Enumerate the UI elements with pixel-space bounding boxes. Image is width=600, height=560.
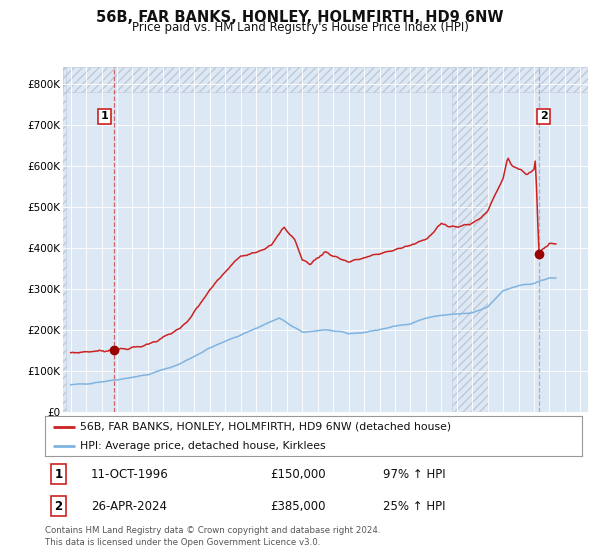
Text: £385,000: £385,000 bbox=[271, 500, 326, 513]
Text: 25% ↑ HPI: 25% ↑ HPI bbox=[383, 500, 446, 513]
Text: 26-APR-2024: 26-APR-2024 bbox=[91, 500, 167, 513]
Text: 2: 2 bbox=[539, 111, 547, 122]
Text: 56B, FAR BANKS, HONLEY, HOLMFIRTH, HD9 6NW (detached house): 56B, FAR BANKS, HONLEY, HOLMFIRTH, HD9 6… bbox=[80, 422, 451, 432]
Text: HPI: Average price, detached house, Kirklees: HPI: Average price, detached house, Kirk… bbox=[80, 441, 326, 451]
Text: Price paid vs. HM Land Registry's House Price Index (HPI): Price paid vs. HM Land Registry's House … bbox=[131, 21, 469, 34]
Text: This data is licensed under the Open Government Licence v3.0.: This data is licensed under the Open Gov… bbox=[45, 538, 320, 547]
Text: 2: 2 bbox=[55, 500, 62, 513]
Text: 11-OCT-1996: 11-OCT-1996 bbox=[91, 468, 169, 480]
Text: Contains HM Land Registry data © Crown copyright and database right 2024.: Contains HM Land Registry data © Crown c… bbox=[45, 526, 380, 535]
Text: 97% ↑ HPI: 97% ↑ HPI bbox=[383, 468, 446, 480]
Text: 1: 1 bbox=[55, 468, 62, 480]
Text: 1: 1 bbox=[101, 111, 109, 122]
Text: £150,000: £150,000 bbox=[271, 468, 326, 480]
Text: 56B, FAR BANKS, HONLEY, HOLMFIRTH, HD9 6NW: 56B, FAR BANKS, HONLEY, HOLMFIRTH, HD9 6… bbox=[96, 10, 504, 25]
